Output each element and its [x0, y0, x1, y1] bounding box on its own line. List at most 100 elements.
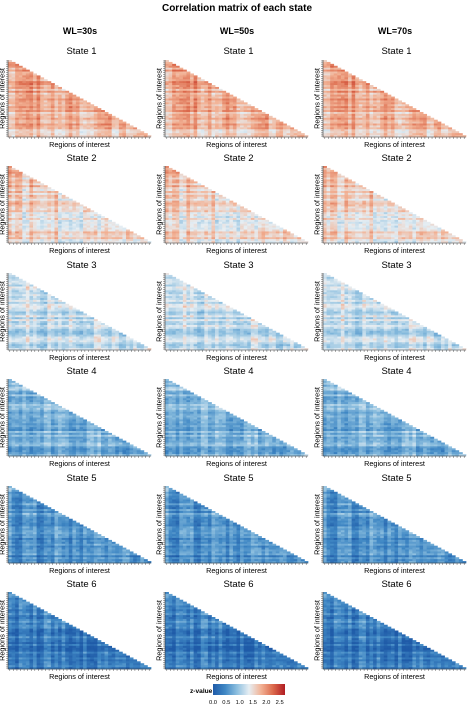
heatmap-cell: [225, 121, 230, 124]
heatmap-cell: [29, 102, 34, 105]
heatmap-cell: [133, 241, 138, 244]
heatmap-cell: [61, 98, 66, 101]
heatmap-cell: [83, 239, 88, 242]
heatmap-cell: [412, 227, 417, 230]
heatmap-cell: [358, 219, 363, 223]
heatmap-cell: [97, 221, 102, 225]
heatmap-cell: [373, 119, 377, 122]
heatmap-cell: [211, 117, 216, 121]
heatmap-cell: [54, 98, 59, 101]
heatmap-cell: [348, 196, 352, 200]
heatmap-cell: [72, 225, 77, 228]
heatmap-cell: [25, 104, 30, 107]
heatmap-cell: [15, 171, 20, 175]
heatmap-cell: [204, 125, 209, 128]
heatmap-cell: [179, 119, 184, 122]
heatmap-cell: [8, 94, 12, 97]
heatmap-cell: [365, 196, 370, 200]
heatmap-cell: [348, 96, 352, 99]
heatmap-cell: [36, 108, 41, 111]
heatmap-cell: [200, 98, 205, 101]
heatmap-cell: [182, 191, 187, 194]
heatmap-cell: [18, 123, 23, 126]
heatmap-cell: [351, 221, 356, 225]
heatmap-cell: [182, 85, 187, 88]
heatmap-cell: [75, 210, 80, 213]
heatmap-cell: [232, 219, 237, 223]
heatmap-cell: [118, 123, 123, 126]
heatmap-cell: [65, 212, 70, 215]
heatmap-cell: [250, 117, 255, 121]
heatmap-cell: [323, 61, 327, 65]
heatmap-cell: [15, 106, 20, 109]
heatmap-cell: [18, 88, 23, 92]
heatmap-cell: [197, 121, 202, 124]
heatmap-cell: [326, 235, 331, 238]
heatmap-cell: [394, 216, 399, 219]
heatmap-cell: [79, 115, 84, 119]
heatmap-cell: [175, 175, 180, 178]
heatmap-cell: [408, 227, 413, 230]
heatmap-cell: [405, 121, 410, 124]
heatmap-cell: [83, 214, 88, 217]
heatmap-cell: [440, 229, 445, 232]
heatmap-cell: [61, 94, 66, 97]
heatmap-cell: [115, 125, 120, 128]
heatmap-cell: [43, 187, 48, 190]
heatmap-cell: [186, 129, 191, 132]
heatmap-cell: [179, 77, 184, 80]
heatmap-cell: [211, 217, 216, 221]
heatmap-cell: [333, 189, 338, 192]
heatmap-cell: [394, 208, 399, 211]
heatmap-cell: [415, 216, 420, 219]
heatmap-cell: [40, 102, 45, 105]
heatmap-cell: [165, 210, 169, 213]
heatmap-cell: [186, 183, 191, 186]
heatmap-cell: [36, 237, 41, 240]
heatmap-cell: [330, 231, 335, 234]
heatmap-cell: [323, 169, 327, 173]
heatmap-cell: [351, 88, 356, 92]
heatmap-cell: [448, 135, 453, 138]
heatmap-cell: [93, 135, 98, 138]
heatmap-cell: [25, 131, 30, 134]
heatmap-cell: [387, 231, 392, 234]
heatmap-cell: [11, 63, 16, 67]
heatmap-cell: [33, 214, 37, 217]
heatmap-cell: [193, 196, 198, 200]
heatmap-cell: [100, 131, 105, 134]
heatmap-cell: [337, 229, 342, 232]
heatmap-cell: [186, 177, 191, 180]
heatmap-cell: [211, 133, 216, 136]
heatmap-cell: [326, 79, 331, 82]
heatmap-cell: [243, 210, 248, 213]
heatmap-cell: [65, 235, 70, 238]
heatmap-cell: [232, 237, 237, 240]
heatmap-cell: [193, 81, 198, 84]
heatmap-cell: [175, 191, 180, 194]
heatmap-cell: [182, 235, 187, 238]
heatmap-cell: [330, 111, 335, 115]
heatmap-cell: [337, 123, 342, 126]
heatmap-cell: [333, 229, 338, 232]
heatmap-cell: [22, 96, 27, 99]
heatmap-cell: [344, 204, 349, 207]
heatmap-cell: [168, 115, 173, 119]
heatmap-cell: [337, 119, 342, 122]
heatmap-cell: [365, 214, 370, 217]
heatmap-cell: [222, 217, 227, 221]
heatmap-cell: [272, 135, 277, 138]
heatmap-cell: [182, 115, 187, 119]
heatmap-cell: [365, 110, 370, 113]
heatmap-cell: [426, 241, 431, 244]
heatmap-cell: [415, 125, 420, 128]
heatmap-cell: [279, 133, 284, 136]
heatmap-cell: [93, 117, 98, 121]
heatmap-cell: [165, 111, 169, 115]
heatmap-cell: [86, 214, 91, 217]
heatmap-cell: [218, 127, 223, 130]
heatmap-cell: [211, 229, 216, 232]
heatmap-cell: [373, 96, 377, 99]
heatmap-cell: [22, 173, 27, 176]
heatmap-cell: [111, 121, 116, 124]
